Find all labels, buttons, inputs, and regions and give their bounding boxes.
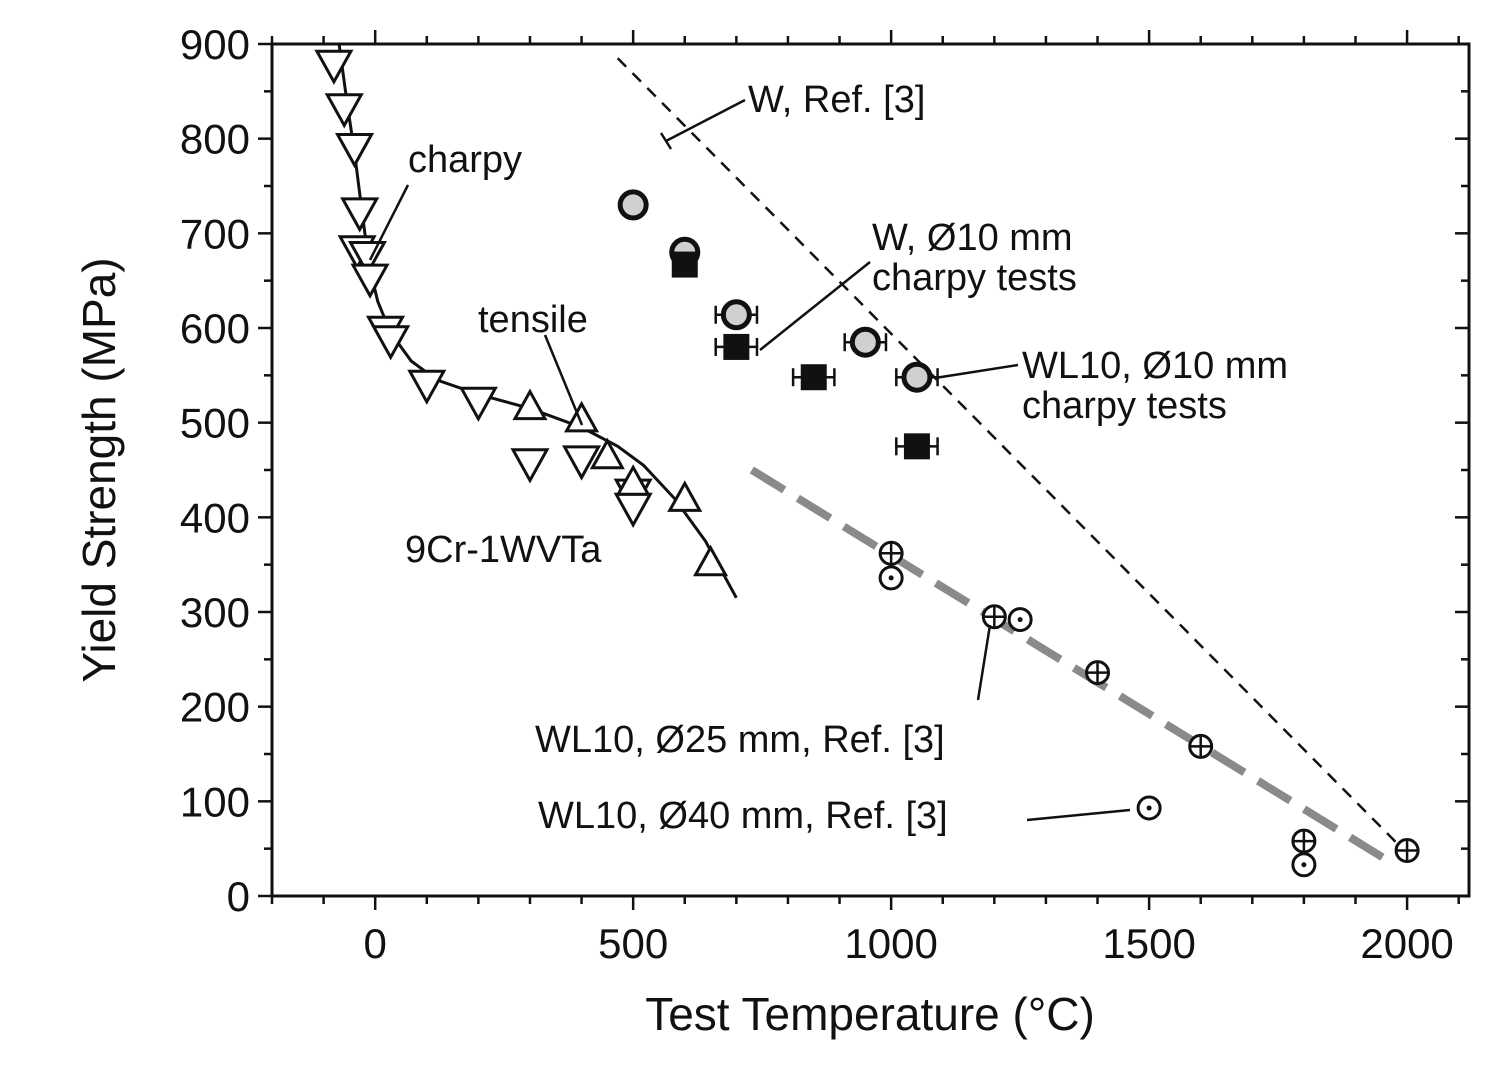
x-tick-label: 0 [364, 920, 387, 967]
circle-gray-marker [901, 361, 933, 393]
triangle-down-marker [314, 49, 354, 85]
label-wl10-25mm: WL10, Ø25 mm, Ref. [3] [535, 719, 945, 761]
label-wl10-40mm: WL10, Ø40 mm, Ref. [3] [538, 795, 948, 837]
triangle-up-marker [512, 388, 548, 421]
square-filled-marker [903, 433, 930, 460]
triangle-down-marker [613, 492, 653, 528]
circle-dot-center [1146, 805, 1152, 811]
leader-charpy [368, 184, 410, 261]
triangle-up-marker [667, 480, 703, 512]
square-filled-marker [671, 251, 698, 278]
circle-gray-marker [617, 189, 649, 221]
data-markers [314, 49, 1420, 878]
leader-w-ref-cap [659, 132, 673, 150]
y-tick-label: 400 [180, 494, 250, 541]
circle-gray-marker [849, 326, 881, 358]
leader-tensile [543, 334, 584, 426]
circle-dot-center [1017, 617, 1023, 623]
triangle-up-marker [564, 400, 600, 433]
leader-wl10-40 [1026, 808, 1131, 822]
y-tick-label: 200 [180, 684, 250, 731]
y-tick-label: 800 [180, 116, 250, 163]
label-tensile: tensile [478, 299, 588, 341]
triangle-down-marker [407, 369, 447, 405]
triangle-up-marker [589, 437, 625, 470]
annotation-leaders [368, 98, 1131, 822]
label-wl10-charpy-1: WL10, Ø10 mm [1022, 345, 1288, 387]
label-charpy: charpy [408, 139, 522, 181]
axis-ticks [258, 30, 1469, 910]
square-filled-marker [800, 364, 827, 391]
triangle-down-marker [324, 93, 364, 129]
y-tick-label: 100 [180, 778, 250, 825]
circle-gray-marker [720, 299, 752, 331]
y-tick-label: 300 [180, 589, 250, 636]
leader-w-ref [665, 98, 746, 143]
triangle-down-marker [458, 386, 498, 422]
triangle-up-marker [615, 464, 651, 496]
curve-wl10-dashed-gray [749, 466, 1394, 867]
leader-wl10-25 [976, 624, 992, 701]
triangle-down-marker [510, 448, 550, 484]
triangle-down-marker [371, 325, 411, 361]
x-tick-label: 1500 [1102, 920, 1195, 967]
x-tick-label: 500 [598, 920, 668, 967]
x-tick-label: 2000 [1360, 920, 1453, 967]
label-w-charpy-1: W, Ø10 mm [872, 217, 1073, 259]
curve-w-ref-dashed [616, 57, 1408, 855]
circle-dot-center [888, 575, 894, 581]
label-w-ref: W, Ref. [3] [748, 79, 925, 121]
label-w-charpy-2: charpy tests [872, 257, 1077, 299]
tick-labels: 0 500 1000 1500 2000 0 100 200 300 400 500 600 700 80… [180, 21, 1454, 967]
square-filled-marker [723, 333, 750, 360]
x-axis-title: Test Temperature (°C) [645, 988, 1095, 1040]
triangle-up-marker [693, 544, 729, 577]
y-tick-label: 500 [180, 400, 250, 447]
y-axis-title: Yield Strength (MPa) [73, 257, 125, 682]
triangle-down-marker [340, 197, 380, 233]
y-tick-label: 600 [180, 305, 250, 352]
x-tick-label: 1000 [844, 920, 937, 967]
label-wl10-charpy-2: charpy tests [1022, 385, 1227, 427]
leader-w-charpy [759, 261, 871, 351]
leader-wl10-charpy [934, 363, 1019, 380]
y-tick-label: 0 [227, 873, 250, 920]
triangle-down-marker [562, 445, 602, 481]
label-9cr-1wvta: 9Cr-1WVTa [405, 529, 602, 571]
triangle-down-marker [335, 133, 375, 169]
y-tick-label: 700 [180, 210, 250, 257]
y-tick-label: 900 [180, 21, 250, 68]
circle-dot-center [1301, 862, 1307, 868]
triangle-down-marker [350, 263, 390, 299]
